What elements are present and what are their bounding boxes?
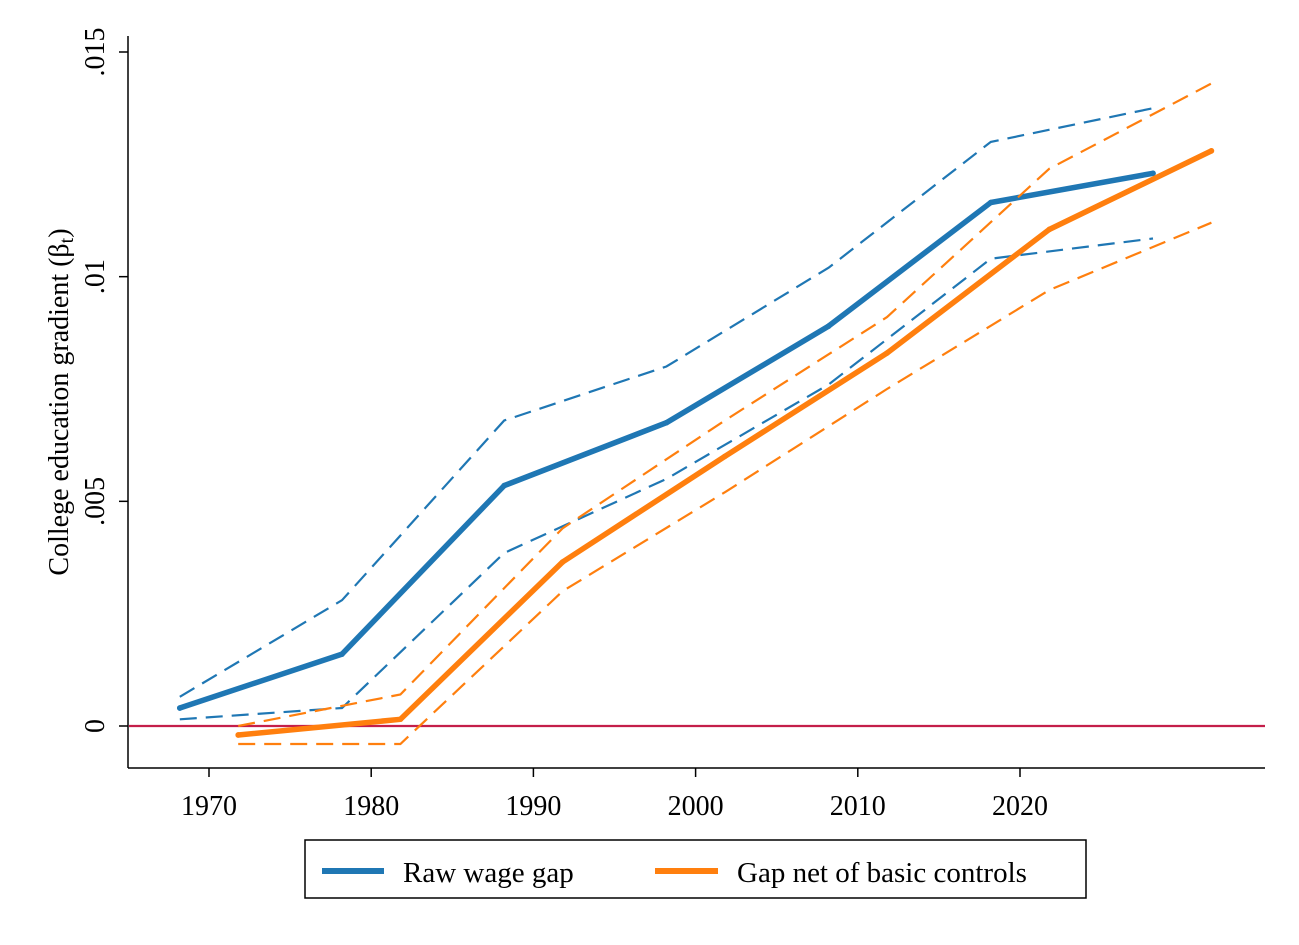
ci-upper-line-gap-net-of-basic-controls [237, 82, 1212, 728]
x-tick-label: 1990 [505, 791, 561, 822]
y-tick-label: .005 [80, 477, 111, 526]
legend: Raw wage gap Gap net of basic controls [304, 839, 1087, 899]
ci-lower-line-raw-wage-gap [179, 237, 1154, 721]
data-point-raw-wage-gap [339, 651, 345, 657]
ticks-layer: 1970 1980 1990 2000 2010 2020 0 .005 .01 .015 [80, 28, 1048, 823]
y-tick-label: 0 [80, 719, 111, 733]
series-line-gap-net-of-basic-controls [235, 148, 1215, 738]
y-axis-title: College education gradient (βt) [44, 228, 77, 575]
ci-lower-line-gap-net-of-basic-controls [238, 221, 1212, 746]
y-axis-title-close: ) [44, 228, 75, 237]
ci-upper-line-raw-wage-gap [179, 107, 1154, 698]
x-tick-label: 2010 [830, 791, 886, 822]
data-point-gap-net-of-basic-controls [1208, 148, 1215, 154]
data-point-raw-wage-gap [501, 482, 508, 489]
axes-layer [127, 36, 1265, 769]
data-point-gap-net-of-basic-controls [559, 559, 566, 565]
x-tick-label: 1980 [343, 791, 399, 822]
series-line-raw-wage-gap [177, 170, 1156, 711]
data-point-gap-net-of-basic-controls [1046, 226, 1052, 233]
data-point-raw-wage-gap [988, 199, 994, 206]
x-tick-label: 2020 [992, 791, 1048, 822]
series-layer [177, 82, 1215, 746]
y-axis-title-main: College education gradient (β [44, 243, 75, 575]
data-point-raw-wage-gap [825, 323, 832, 329]
legend-label-raw-wage-gap: Raw wage gap [403, 857, 574, 889]
svg-text:College education gradient (βt: College education gradient (βt) [44, 228, 77, 575]
x-tick-label: 1970 [181, 791, 237, 822]
series-gap-net-of-basic-controls [235, 82, 1215, 746]
data-point-gap-net-of-basic-controls [884, 350, 890, 356]
data-point-gap-net-of-basic-controls [397, 716, 404, 723]
data-point-gap-net-of-basic-controls [721, 453, 728, 460]
y-tick-label: .01 [80, 259, 111, 294]
y-axis-title-subscript: t [56, 237, 78, 243]
x-tick-label: 2000 [668, 791, 724, 822]
legend-label-gap-net-of-basic-controls: Gap net of basic controls [737, 857, 1027, 889]
data-point-raw-wage-gap [1150, 170, 1156, 177]
series-raw-wage-gap [177, 107, 1156, 721]
data-point-raw-wage-gap [663, 419, 670, 426]
data-point-gap-net-of-basic-controls [235, 732, 241, 738]
y-tick-label: .015 [80, 28, 111, 77]
data-point-raw-wage-gap [177, 705, 183, 711]
